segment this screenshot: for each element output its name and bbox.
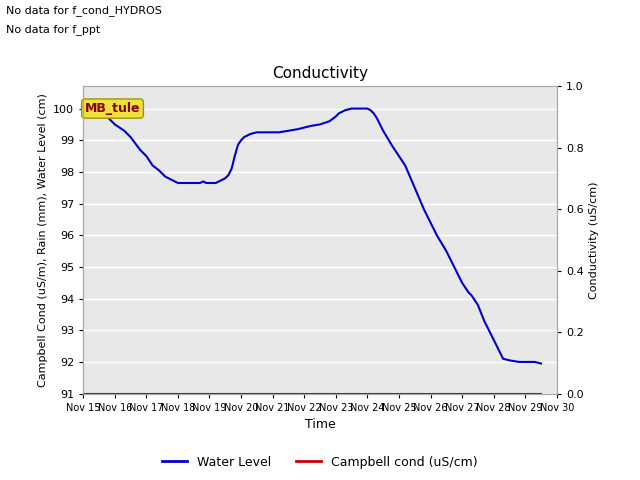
X-axis label: Time: Time bbox=[305, 418, 335, 431]
Text: MB_tule: MB_tule bbox=[84, 102, 140, 115]
Y-axis label: Campbell Cond (uS/m), Rain (mm), Water Level (cm): Campbell Cond (uS/m), Rain (mm), Water L… bbox=[38, 93, 47, 387]
Legend: Water Level, Campbell cond (uS/cm): Water Level, Campbell cond (uS/cm) bbox=[157, 451, 483, 474]
Text: No data for f_ppt: No data for f_ppt bbox=[6, 24, 100, 35]
Y-axis label: Conductivity (uS/cm): Conductivity (uS/cm) bbox=[589, 181, 599, 299]
Text: No data for f_cond_HYDROS: No data for f_cond_HYDROS bbox=[6, 5, 163, 16]
Title: Conductivity: Conductivity bbox=[272, 66, 368, 81]
